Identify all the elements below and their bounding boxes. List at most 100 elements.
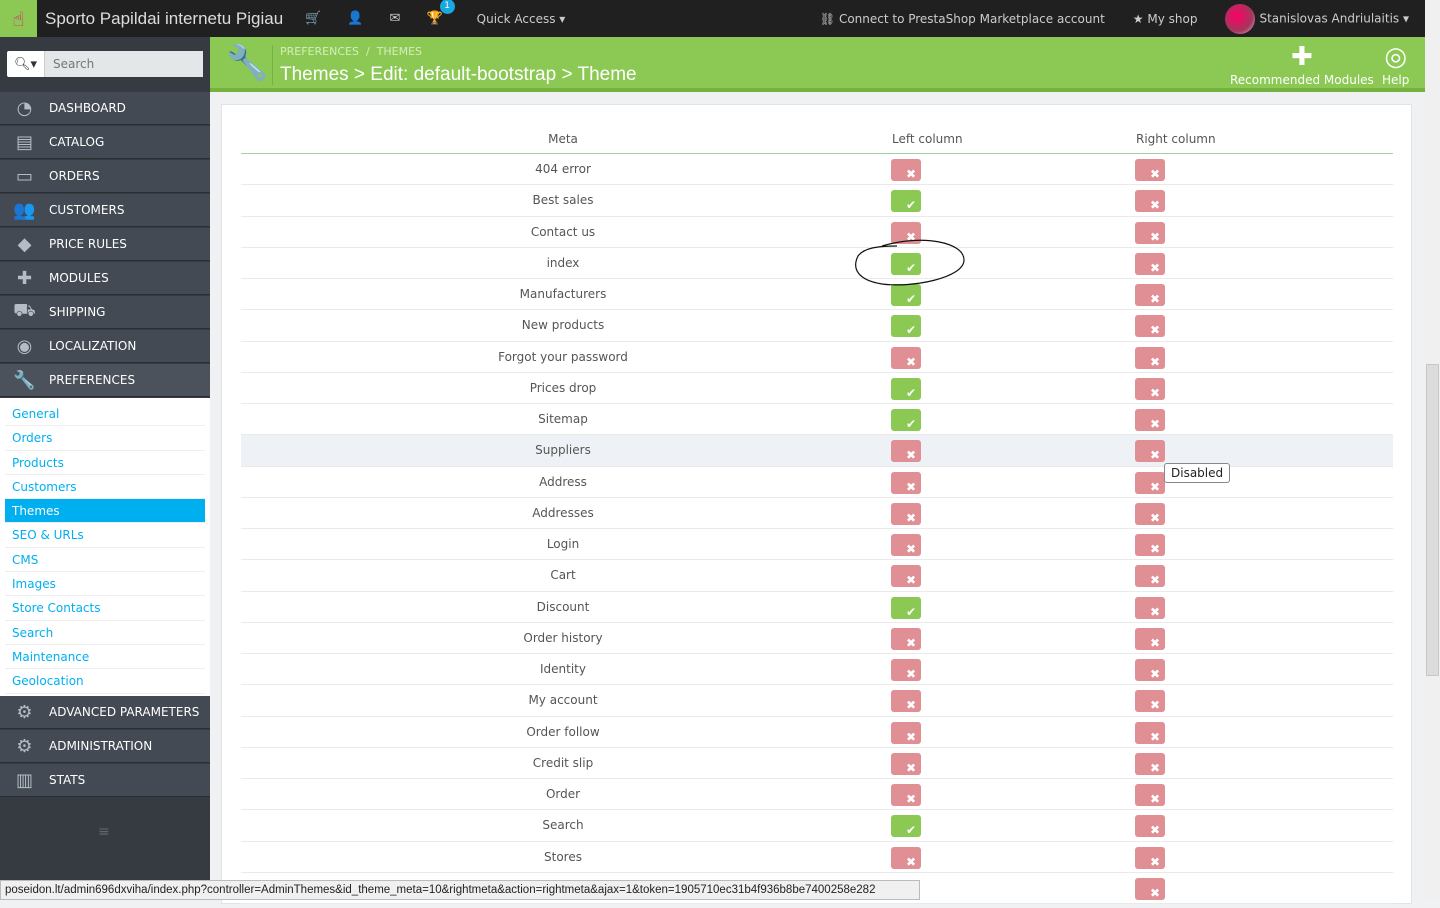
user-menu[interactable]: Stanislovas Andriulaitis ▾ xyxy=(1225,3,1409,34)
submenu-item-themes[interactable]: Themes xyxy=(5,499,205,524)
left-column-toggle-enabled[interactable]: ✔ xyxy=(891,596,921,619)
sidebar-item-dashboard[interactable]: ◔ DASHBOARD xyxy=(0,92,210,125)
quick-access-dropdown[interactable]: Quick Access ▾ xyxy=(476,11,566,26)
column-right: Right column xyxy=(1136,132,1216,146)
left-column-toggle-disabled[interactable]: ✖ xyxy=(891,534,921,556)
left-column-toggle-disabled[interactable]: ✖ xyxy=(891,690,921,713)
scrollbar-thumb[interactable] xyxy=(1426,364,1439,676)
left-column-toggle-enabled[interactable]: ✔ xyxy=(891,377,921,400)
right-column-toggle-disabled[interactable]: ✖ xyxy=(1135,752,1165,775)
left-column-toggle-disabled[interactable]: ✖ xyxy=(891,565,921,588)
right-column-toggle-disabled[interactable]: ✖ xyxy=(1135,877,1165,900)
left-column-toggle-disabled[interactable]: ✖ xyxy=(891,752,921,775)
left-column-toggle-disabled[interactable]: ✖ xyxy=(891,221,921,244)
left-column-toggle-enabled[interactable]: ✔ xyxy=(891,409,921,431)
breadcrumb-themes[interactable]: THEMES xyxy=(376,45,423,58)
right-column-toggle-disabled[interactable]: ✖ xyxy=(1135,565,1165,588)
left-column-toggle-disabled[interactable]: ✖ xyxy=(891,159,921,181)
left-column-toggle-disabled[interactable]: ✖ xyxy=(891,346,921,369)
right-column-toggle-disabled[interactable]: ✖ xyxy=(1135,252,1165,275)
cart-icon[interactable]: 🛒 xyxy=(305,11,322,26)
search-type-dropdown[interactable]: 🔍︎▾ xyxy=(7,51,45,77)
right-column-toggle-disabled[interactable]: ✖ xyxy=(1135,221,1165,244)
sidebar-item-catalog[interactable]: ▤ CATALOG xyxy=(0,126,210,159)
close-icon: ✖ xyxy=(1150,479,1161,494)
submenu-item-images[interactable]: Images xyxy=(5,572,205,597)
right-column-toggle-disabled[interactable]: ✖ xyxy=(1135,627,1165,650)
right-column-toggle-disabled[interactable]: ✖ xyxy=(1135,471,1165,494)
prestashop-logo[interactable]: ☝ xyxy=(0,0,37,37)
sidebar-item-shipping[interactable]: ⛟ SHIPPING xyxy=(0,296,210,329)
trophy-icon[interactable]: 🏆 1 xyxy=(426,0,455,26)
left-column-toggle-enabled[interactable]: ✔ xyxy=(891,315,921,338)
right-column-toggle-disabled[interactable]: ✖ xyxy=(1135,815,1165,838)
left-column-toggle-disabled[interactable]: ✖ xyxy=(891,784,921,806)
right-column-toggle-disabled[interactable]: ✖ xyxy=(1135,284,1165,306)
collapse-menu-icon[interactable]: ≡ xyxy=(98,824,110,840)
right-column-toggle-disabled[interactable]: ✖ xyxy=(1135,377,1165,400)
sidebar-item-administration[interactable]: ⚙ ADMINISTRATION xyxy=(0,730,210,763)
left-column-toggle-disabled[interactable]: ✖ xyxy=(891,471,921,494)
envelope-icon[interactable]: ✉ xyxy=(389,11,401,26)
right-column-toggle-disabled[interactable]: ✖ xyxy=(1135,190,1165,213)
meta-name: New products xyxy=(521,318,605,333)
recommended-modules-button[interactable]: ✚ Recommended Modules xyxy=(1230,42,1374,87)
sidebar-item-orders[interactable]: ▭ ORDERS xyxy=(0,160,210,193)
right-column-toggle-disabled[interactable]: ✖ xyxy=(1135,846,1165,869)
close-icon: ✖ xyxy=(1150,823,1161,838)
right-column-toggle-disabled[interactable]: ✖ xyxy=(1135,659,1165,681)
right-column-toggle-disabled[interactable]: ✖ xyxy=(1135,721,1165,744)
sidebar-item-price-rules[interactable]: ◆ PRICE RULES xyxy=(0,228,210,261)
right-column-toggle-disabled[interactable]: ✖ xyxy=(1135,502,1165,525)
right-column-toggle-disabled[interactable]: ✖ xyxy=(1135,346,1165,369)
table-row: Forgot your password ✖ ✖ xyxy=(241,342,1393,373)
right-column-toggle-disabled[interactable]: ✖ xyxy=(1135,315,1165,338)
sidebar-item-localization[interactable]: ◉ LOCALIZATION xyxy=(0,330,210,363)
submenu-item-geolocation[interactable]: Geolocation xyxy=(5,669,205,694)
left-column-toggle-enabled[interactable]: ✔ xyxy=(891,815,921,838)
page-header: 🔧 PREFERENCES / THEMES Themes > Edit: de… xyxy=(210,37,1425,92)
submenu-item-orders[interactable]: Orders xyxy=(5,426,205,451)
close-icon: ✖ xyxy=(1150,260,1161,275)
submenu-item-store-contacts[interactable]: Store Contacts xyxy=(5,596,205,621)
sidebar-item-modules[interactable]: ✚ MODULES xyxy=(0,262,210,295)
left-column-toggle-disabled[interactable]: ✖ xyxy=(891,627,921,650)
left-column-toggle-enabled[interactable]: ✔ xyxy=(891,284,921,306)
submenu-item-general[interactable]: General xyxy=(5,402,205,427)
submenu-item-seo-urls[interactable]: SEO & URLs xyxy=(5,523,205,548)
left-column-toggle-disabled[interactable]: ✖ xyxy=(891,440,921,463)
sidebar-item-customers[interactable]: 👥 CUSTOMERS xyxy=(0,194,210,227)
left-column-toggle-disabled[interactable]: ✖ xyxy=(891,659,921,681)
submenu-item-search[interactable]: Search xyxy=(5,621,205,645)
right-column-toggle-disabled[interactable]: ✖ xyxy=(1135,784,1165,806)
breadcrumb-preferences[interactable]: PREFERENCES xyxy=(280,45,359,58)
meta-name: Manufacturers xyxy=(519,287,607,301)
sidebar-item-preferences[interactable]: 🔧 PREFERENCES xyxy=(0,364,210,397)
my-shop-link[interactable]: ★ My shop xyxy=(1132,11,1198,26)
left-column-toggle-disabled[interactable]: ✖ xyxy=(891,721,921,744)
left-column-toggle-disabled[interactable]: ✖ xyxy=(891,846,921,869)
right-column-toggle-disabled[interactable]: ✖ xyxy=(1135,440,1165,463)
scrollbar[interactable] xyxy=(1425,0,1440,900)
right-column-toggle-disabled[interactable]: ✖ xyxy=(1135,690,1165,713)
sidebar-item-stats[interactable]: ▥ STATS xyxy=(0,764,210,797)
right-column-toggle-disabled[interactable]: ✖ xyxy=(1135,596,1165,619)
submenu-item-customers[interactable]: Customers xyxy=(5,475,205,500)
left-column-toggle-enabled[interactable]: ✔ xyxy=(891,252,921,275)
sidebar-item-advanced-parameters[interactable]: ⚙ ADVANCED PARAMETERS xyxy=(0,696,210,729)
submenu-item-cms[interactable]: CMS xyxy=(5,548,205,573)
connect-marketplace-link[interactable]: ⛓ Connect to PrestaShop Marketplace acco… xyxy=(819,11,1105,26)
right-column-toggle-disabled[interactable]: ✖ xyxy=(1135,534,1165,556)
submenu-item-maintenance[interactable]: Maintenance xyxy=(5,645,205,670)
left-column-toggle-enabled[interactable]: ✔ xyxy=(891,190,921,213)
right-column-toggle-disabled[interactable]: ✖ xyxy=(1135,159,1165,181)
submenu-item-products[interactable]: Products xyxy=(5,451,205,475)
help-button[interactable]: ◎ Help xyxy=(1382,42,1410,87)
right-column-toggle-disabled[interactable]: ✖ xyxy=(1135,409,1165,431)
meta-name: Contact us xyxy=(530,224,596,239)
search-input[interactable] xyxy=(45,51,203,77)
shop-name[interactable]: Sporto Papildai internetu Pigiau xyxy=(45,8,284,28)
user-icon[interactable]: 👤 xyxy=(347,11,364,26)
close-icon: ✖ xyxy=(906,229,917,244)
left-column-toggle-disabled[interactable]: ✖ xyxy=(891,502,921,525)
